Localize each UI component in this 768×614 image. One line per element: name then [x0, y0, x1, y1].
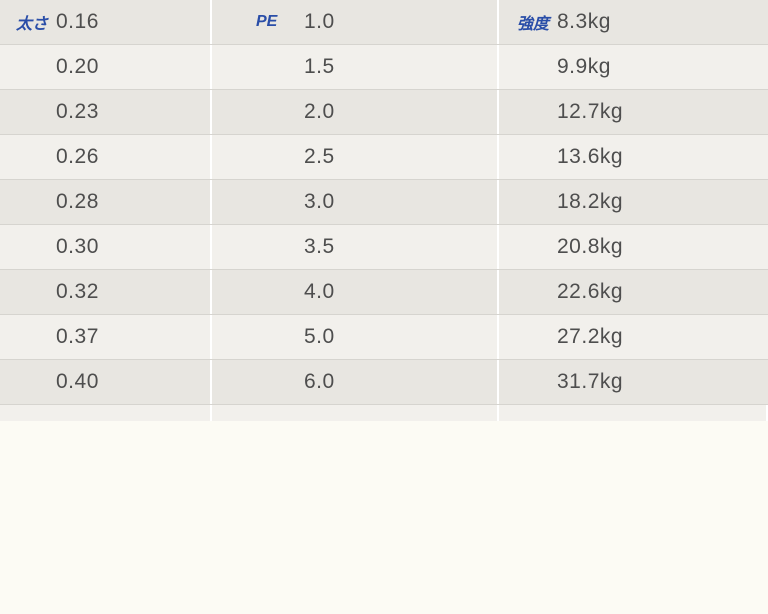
cell-strength: 強度 8.3kg: [499, 0, 768, 44]
value-thickness: 0.20: [56, 55, 99, 79]
cell-thickness: 0.30: [0, 225, 212, 269]
table-row: 0.28 3.0 18.2kg: [0, 180, 768, 225]
spacer-cell: [212, 405, 499, 421]
value-pe: 3.5: [304, 235, 335, 259]
value-pe: 4.0: [304, 280, 335, 304]
cell-pe: 4.0: [212, 270, 499, 314]
spacer-cell: [0, 405, 212, 421]
value-thickness: 0.37: [56, 325, 99, 349]
cell-pe: 3.0: [212, 180, 499, 224]
value-strength: 12.7kg: [557, 100, 623, 124]
table-row: 0.23 2.0 12.7kg: [0, 90, 768, 135]
cell-pe: 5.0: [212, 315, 499, 359]
value-strength: 9.9kg: [557, 55, 611, 79]
value-thickness: 0.40: [56, 370, 99, 394]
value-thickness: 0.26: [56, 145, 99, 169]
cell-pe: 3.5: [212, 225, 499, 269]
header-strength: 強度: [517, 10, 549, 34]
header-pe: PE: [256, 13, 277, 31]
cell-pe: 2.5: [212, 135, 499, 179]
cell-pe: 6.0: [212, 360, 499, 404]
table-row: 0.20 1.5 9.9kg: [0, 45, 768, 90]
cell-thickness: 0.26: [0, 135, 212, 179]
value-thickness: 0.30: [56, 235, 99, 259]
cell-strength: 27.2kg: [499, 315, 768, 359]
cell-strength: 18.2kg: [499, 180, 768, 224]
table-spacer-row: [0, 405, 768, 421]
value-thickness: 0.32: [56, 280, 99, 304]
value-strength: 22.6kg: [557, 280, 623, 304]
cell-strength: 13.6kg: [499, 135, 768, 179]
value-pe: 2.0: [304, 100, 335, 124]
value-strength: 18.2kg: [557, 190, 623, 214]
spacer-cell: [499, 405, 768, 421]
cell-strength: 20.8kg: [499, 225, 768, 269]
value-pe: 6.0: [304, 370, 335, 394]
value-strength: 13.6kg: [557, 145, 623, 169]
cell-thickness: 0.23: [0, 90, 212, 134]
value-pe: 2.5: [304, 145, 335, 169]
cell-strength: 12.7kg: [499, 90, 768, 134]
table-row: 太さ 0.16 PE 1.0 強度 8.3kg: [0, 0, 768, 45]
cell-thickness: 0.32: [0, 270, 212, 314]
value-pe: 5.0: [304, 325, 335, 349]
value-strength: 8.3kg: [557, 10, 611, 34]
table-row: 0.37 5.0 27.2kg: [0, 315, 768, 360]
cell-strength: 9.9kg: [499, 45, 768, 89]
header-thickness: 太さ: [16, 10, 48, 34]
table-row: 0.32 4.0 22.6kg: [0, 270, 768, 315]
cell-thickness: 0.40: [0, 360, 212, 404]
table-row: 0.40 6.0 31.7kg: [0, 360, 768, 405]
cell-strength: 31.7kg: [499, 360, 768, 404]
value-pe: 1.5: [304, 55, 335, 79]
value-thickness: 0.16: [56, 10, 99, 34]
cell-pe: 2.0: [212, 90, 499, 134]
cell-thickness: 0.28: [0, 180, 212, 224]
value-strength: 31.7kg: [557, 370, 623, 394]
value-strength: 27.2kg: [557, 325, 623, 349]
line-spec-table: 太さ 0.16 PE 1.0 強度 8.3kg 0.20 1.5 9.9kg 0…: [0, 0, 768, 421]
cell-pe: PE 1.0: [212, 0, 499, 44]
value-thickness: 0.28: [56, 190, 99, 214]
value-strength: 20.8kg: [557, 235, 623, 259]
value-pe: 3.0: [304, 190, 335, 214]
table-row: 0.30 3.5 20.8kg: [0, 225, 768, 270]
cell-thickness: 太さ 0.16: [0, 0, 212, 44]
cell-strength: 22.6kg: [499, 270, 768, 314]
cell-pe: 1.5: [212, 45, 499, 89]
cell-thickness: 0.37: [0, 315, 212, 359]
value-pe: 1.0: [304, 10, 335, 34]
table-row: 0.26 2.5 13.6kg: [0, 135, 768, 180]
cell-thickness: 0.20: [0, 45, 212, 89]
value-thickness: 0.23: [56, 100, 99, 124]
